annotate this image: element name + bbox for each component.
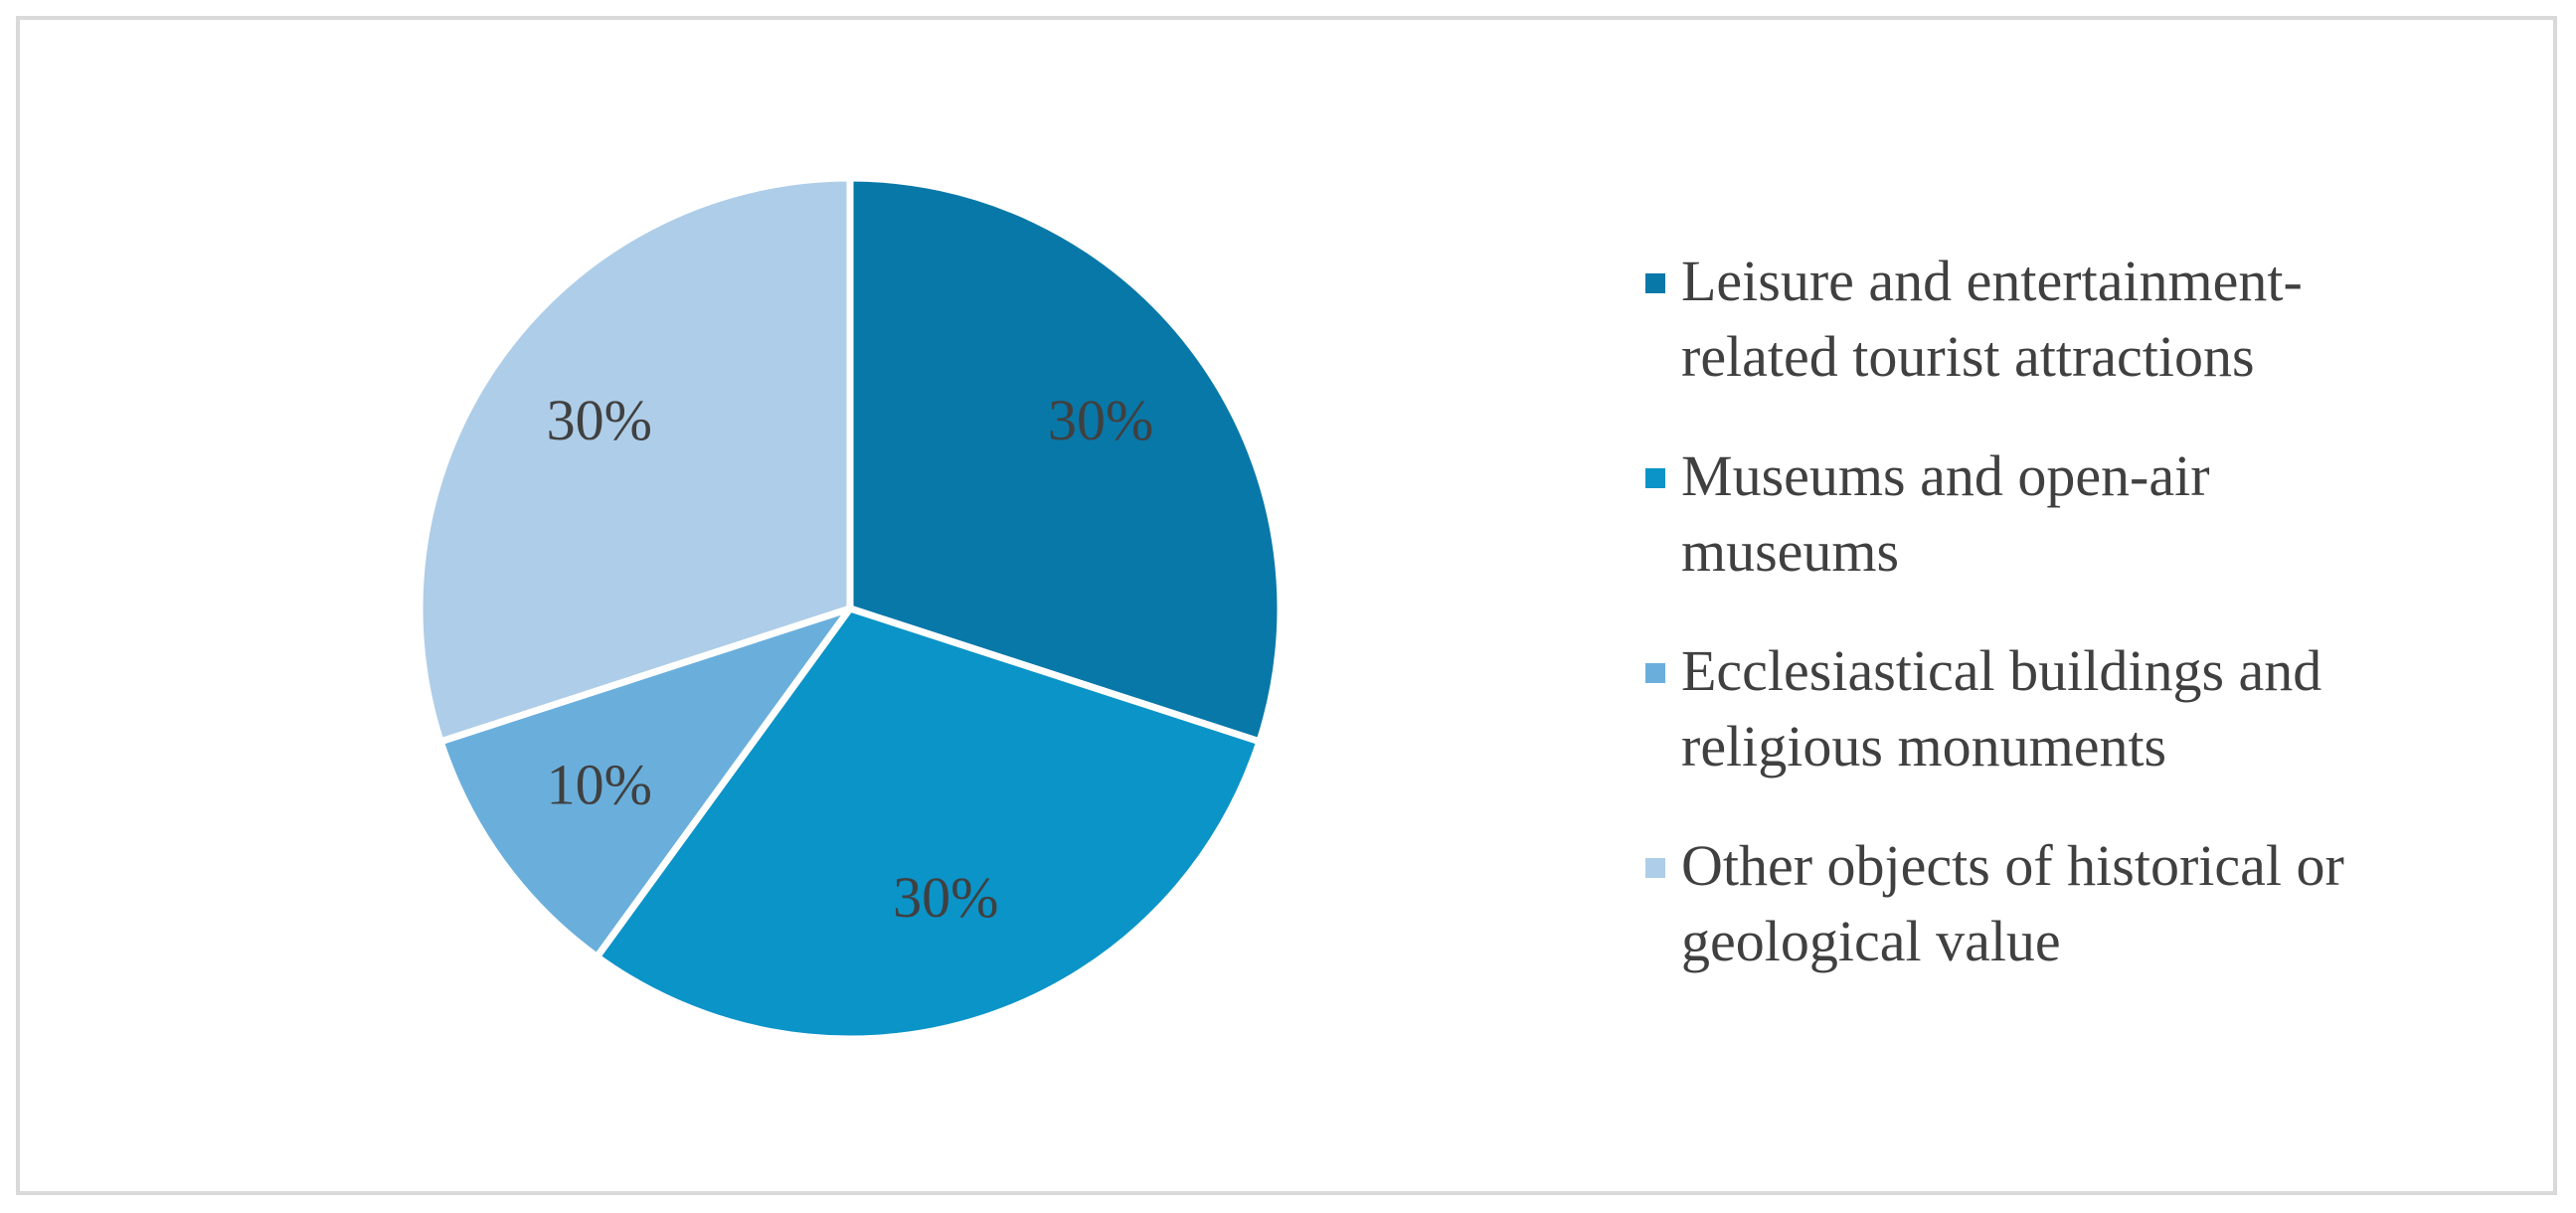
legend-label: Ecclesiastical buildings and religious m…	[1681, 638, 2322, 779]
chart-frame	[16, 16, 2557, 1195]
pie-slice	[593, 605, 1264, 1043]
legend-label: Leisure and entertainment-related touris…	[1681, 249, 2303, 389]
pie-slice	[846, 174, 1285, 746]
legend-entry: Leisure and entertainment-related touris…	[1645, 244, 2401, 395]
legend: Leisure and entertainment-related touris…	[1645, 244, 2401, 1023]
data-label: 10%	[547, 753, 652, 817]
data-label: 30%	[1048, 388, 1153, 452]
legend-key	[1645, 273, 1665, 293]
pie-slice	[436, 605, 854, 960]
legend-label: Museums and open-air museums	[1681, 443, 2210, 584]
legend-key	[1645, 663, 1665, 683]
legend-entry: Other objects of historical or geologica…	[1645, 828, 2401, 979]
legend-entry: Ecclesiastical buildings and religious m…	[1645, 633, 2401, 784]
data-label: 30%	[893, 865, 998, 930]
legend-key	[1645, 858, 1665, 878]
legend-key	[1645, 468, 1665, 488]
legend-entry: Museums and open-air museums	[1645, 438, 2401, 590]
pie-slice	[416, 174, 854, 746]
legend-label: Other objects of historical or geologica…	[1681, 833, 2344, 973]
data-label: 30%	[547, 388, 652, 452]
